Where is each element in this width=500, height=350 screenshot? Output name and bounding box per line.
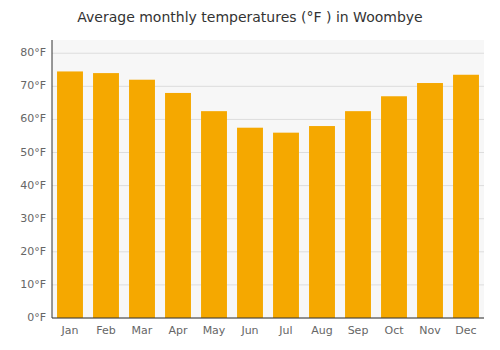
y-tick-label: 40°F bbox=[20, 179, 46, 192]
bar bbox=[453, 75, 479, 318]
x-tick-label: Jan bbox=[61, 324, 79, 337]
y-tick-label: 20°F bbox=[20, 245, 46, 258]
bar bbox=[381, 96, 407, 318]
y-tick-label: 0°F bbox=[27, 311, 46, 324]
y-tick-label: 10°F bbox=[20, 278, 46, 291]
x-tick-label: Jun bbox=[240, 324, 258, 337]
y-tick-label: 50°F bbox=[20, 146, 46, 159]
bars bbox=[57, 71, 479, 318]
x-tick-label: Dec bbox=[455, 324, 476, 337]
grid-line bbox=[52, 318, 484, 319]
bar bbox=[201, 111, 227, 318]
y-tick-label: 30°F bbox=[20, 212, 46, 225]
bar bbox=[93, 73, 119, 318]
bar bbox=[237, 128, 263, 318]
grid bbox=[52, 53, 484, 318]
x-tick-label: Feb bbox=[96, 324, 115, 337]
chart-title: Average monthly temperatures (°F ) in Wo… bbox=[77, 9, 422, 25]
bar bbox=[57, 71, 83, 318]
grid-line bbox=[52, 53, 484, 54]
bar bbox=[309, 126, 335, 318]
chart-container: 0°F 10°F 20°F 30°F 40°F 50°F 60°F 70°F 80°F Jan Fe… bbox=[0, 0, 500, 350]
bar bbox=[345, 111, 371, 318]
x-tick-label: Nov bbox=[419, 324, 441, 337]
bar bbox=[417, 83, 443, 318]
x-tick-label: Aug bbox=[311, 324, 332, 337]
bar bbox=[129, 80, 155, 318]
x-tick-label: Apr bbox=[168, 324, 188, 337]
x-tick-label: Mar bbox=[132, 324, 153, 337]
bar bbox=[273, 133, 299, 318]
x-tick-label: Oct bbox=[384, 324, 404, 337]
x-tick-label: Sep bbox=[348, 324, 369, 337]
y-tick-label: 80°F bbox=[20, 46, 46, 59]
x-axis-line bbox=[52, 318, 484, 319]
plot-background bbox=[52, 40, 484, 318]
x-tick-label: May bbox=[203, 324, 226, 337]
chart-svg: 0°F 10°F 20°F 30°F 40°F 50°F 60°F 70°F 80°F Jan Fe… bbox=[0, 0, 500, 350]
y-axis-line bbox=[52, 40, 53, 318]
bar bbox=[165, 93, 191, 318]
y-tick-label: 70°F bbox=[20, 79, 46, 92]
y-tick-label: 60°F bbox=[20, 112, 46, 125]
x-tick-label: Jul bbox=[278, 324, 292, 337]
